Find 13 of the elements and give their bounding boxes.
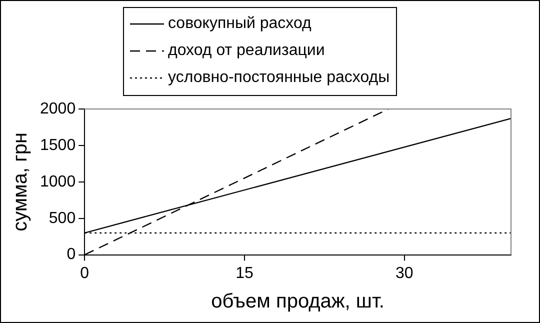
y-tick-label: 1000 <box>40 173 76 190</box>
x-tick-label: 30 <box>396 264 414 282</box>
y-tick-label: 1500 <box>40 136 76 154</box>
x-tick-label: 0 <box>80 264 90 282</box>
x-axis-title: объем продаж, шт. <box>211 290 384 313</box>
legend-label: совокупный расход <box>168 14 312 32</box>
legend-label: доход от реализации <box>168 42 325 60</box>
y-tick-label: 0 <box>66 246 76 264</box>
legend-label: условно-постоянные расходы <box>168 68 390 86</box>
y-tick-label: 500 <box>48 210 76 227</box>
x-tick-label: 15 <box>236 264 254 282</box>
y-tick-label: 2000 <box>40 100 76 118</box>
y-axis-title: сумма, грн <box>10 132 32 232</box>
